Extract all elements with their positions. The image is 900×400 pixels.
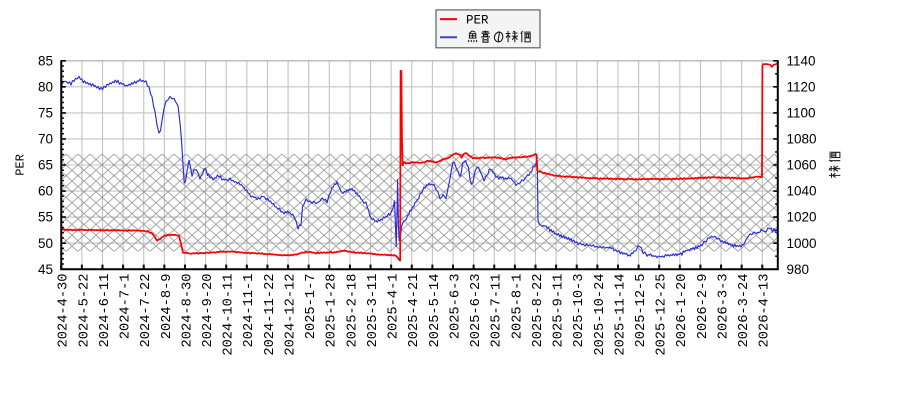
svg-text:45: 45 — [38, 262, 53, 277]
svg-text:2025-9-11: 2025-9-11 — [552, 274, 567, 348]
svg-text:1120: 1120 — [787, 79, 816, 94]
svg-text:2024-11-22: 2024-11-22 — [263, 274, 278, 356]
svg-text:2025-10-24: 2025-10-24 — [593, 274, 608, 356]
svg-text:2025-3-11: 2025-3-11 — [366, 274, 381, 348]
svg-text:50: 50 — [38, 236, 53, 251]
svg-text:2025-12-25: 2025-12-25 — [655, 274, 670, 356]
svg-text:2025-5-14: 2025-5-14 — [428, 274, 443, 348]
svg-text:2024-11-1: 2024-11-1 — [242, 274, 257, 348]
svg-text:2024-8-9: 2024-8-9 — [160, 274, 175, 340]
svg-text:70: 70 — [38, 132, 53, 147]
svg-text:2024-7-22: 2024-7-22 — [139, 274, 154, 348]
svg-text:PER: PER — [466, 13, 489, 27]
svg-text:980: 980 — [787, 262, 810, 277]
svg-text:2024-5-22: 2024-5-22 — [77, 274, 92, 348]
svg-text:2025-4-21: 2025-4-21 — [407, 274, 422, 348]
svg-text:2024-4-30: 2024-4-30 — [57, 274, 72, 348]
svg-text:2025-2-18: 2025-2-18 — [345, 274, 360, 348]
svg-text:2025-10-3: 2025-10-3 — [572, 274, 587, 348]
svg-text:2025-8-22: 2025-8-22 — [531, 274, 546, 348]
svg-text:1080: 1080 — [787, 132, 817, 147]
svg-text:2025-1-7: 2025-1-7 — [304, 274, 319, 340]
svg-text:2024-12-12: 2024-12-12 — [283, 274, 298, 356]
svg-text:1020: 1020 — [787, 210, 817, 225]
svg-text:65: 65 — [38, 158, 53, 173]
svg-text:2025-1-28: 2025-1-28 — [325, 274, 340, 348]
svg-text:60: 60 — [38, 184, 53, 199]
svg-text:2025-7-11: 2025-7-11 — [490, 274, 505, 348]
svg-text:80: 80 — [38, 79, 53, 94]
svg-text:1040: 1040 — [787, 184, 817, 199]
svg-text:75: 75 — [38, 106, 53, 121]
svg-text:85: 85 — [38, 53, 53, 68]
svg-text:1060: 1060 — [787, 158, 817, 173]
svg-text:2024-7-1: 2024-7-1 — [119, 274, 134, 340]
svg-text:2026-1-20: 2026-1-20 — [675, 274, 690, 348]
svg-text:2026-3-24: 2026-3-24 — [737, 274, 752, 348]
svg-text:2026-2-9: 2026-2-9 — [696, 274, 711, 340]
svg-text:1140: 1140 — [787, 53, 816, 68]
svg-text:2024-10-11: 2024-10-11 — [222, 274, 237, 356]
svg-text:2024-8-30: 2024-8-30 — [180, 274, 195, 348]
svg-text:2025-11-14: 2025-11-14 — [613, 274, 628, 356]
svg-text:2025-6-23: 2025-6-23 — [469, 274, 484, 348]
svg-text:2025-8-1: 2025-8-1 — [510, 274, 525, 340]
svg-text:2025-6-3: 2025-6-3 — [448, 274, 463, 340]
svg-text:PER: PER — [14, 154, 28, 176]
svg-text:2026-4-13: 2026-4-13 — [758, 274, 773, 348]
svg-text:55: 55 — [38, 210, 53, 225]
svg-text:2024-9-20: 2024-9-20 — [201, 274, 216, 348]
svg-text:2025-4-1: 2025-4-1 — [387, 274, 402, 340]
svg-text:1100: 1100 — [787, 106, 816, 121]
svg-text:2024-6-11: 2024-6-11 — [98, 274, 113, 348]
svg-text:1000: 1000 — [787, 236, 817, 251]
svg-text:2025-12-5: 2025-12-5 — [634, 274, 649, 348]
svg-text:2026-3-3: 2026-3-3 — [716, 274, 731, 340]
